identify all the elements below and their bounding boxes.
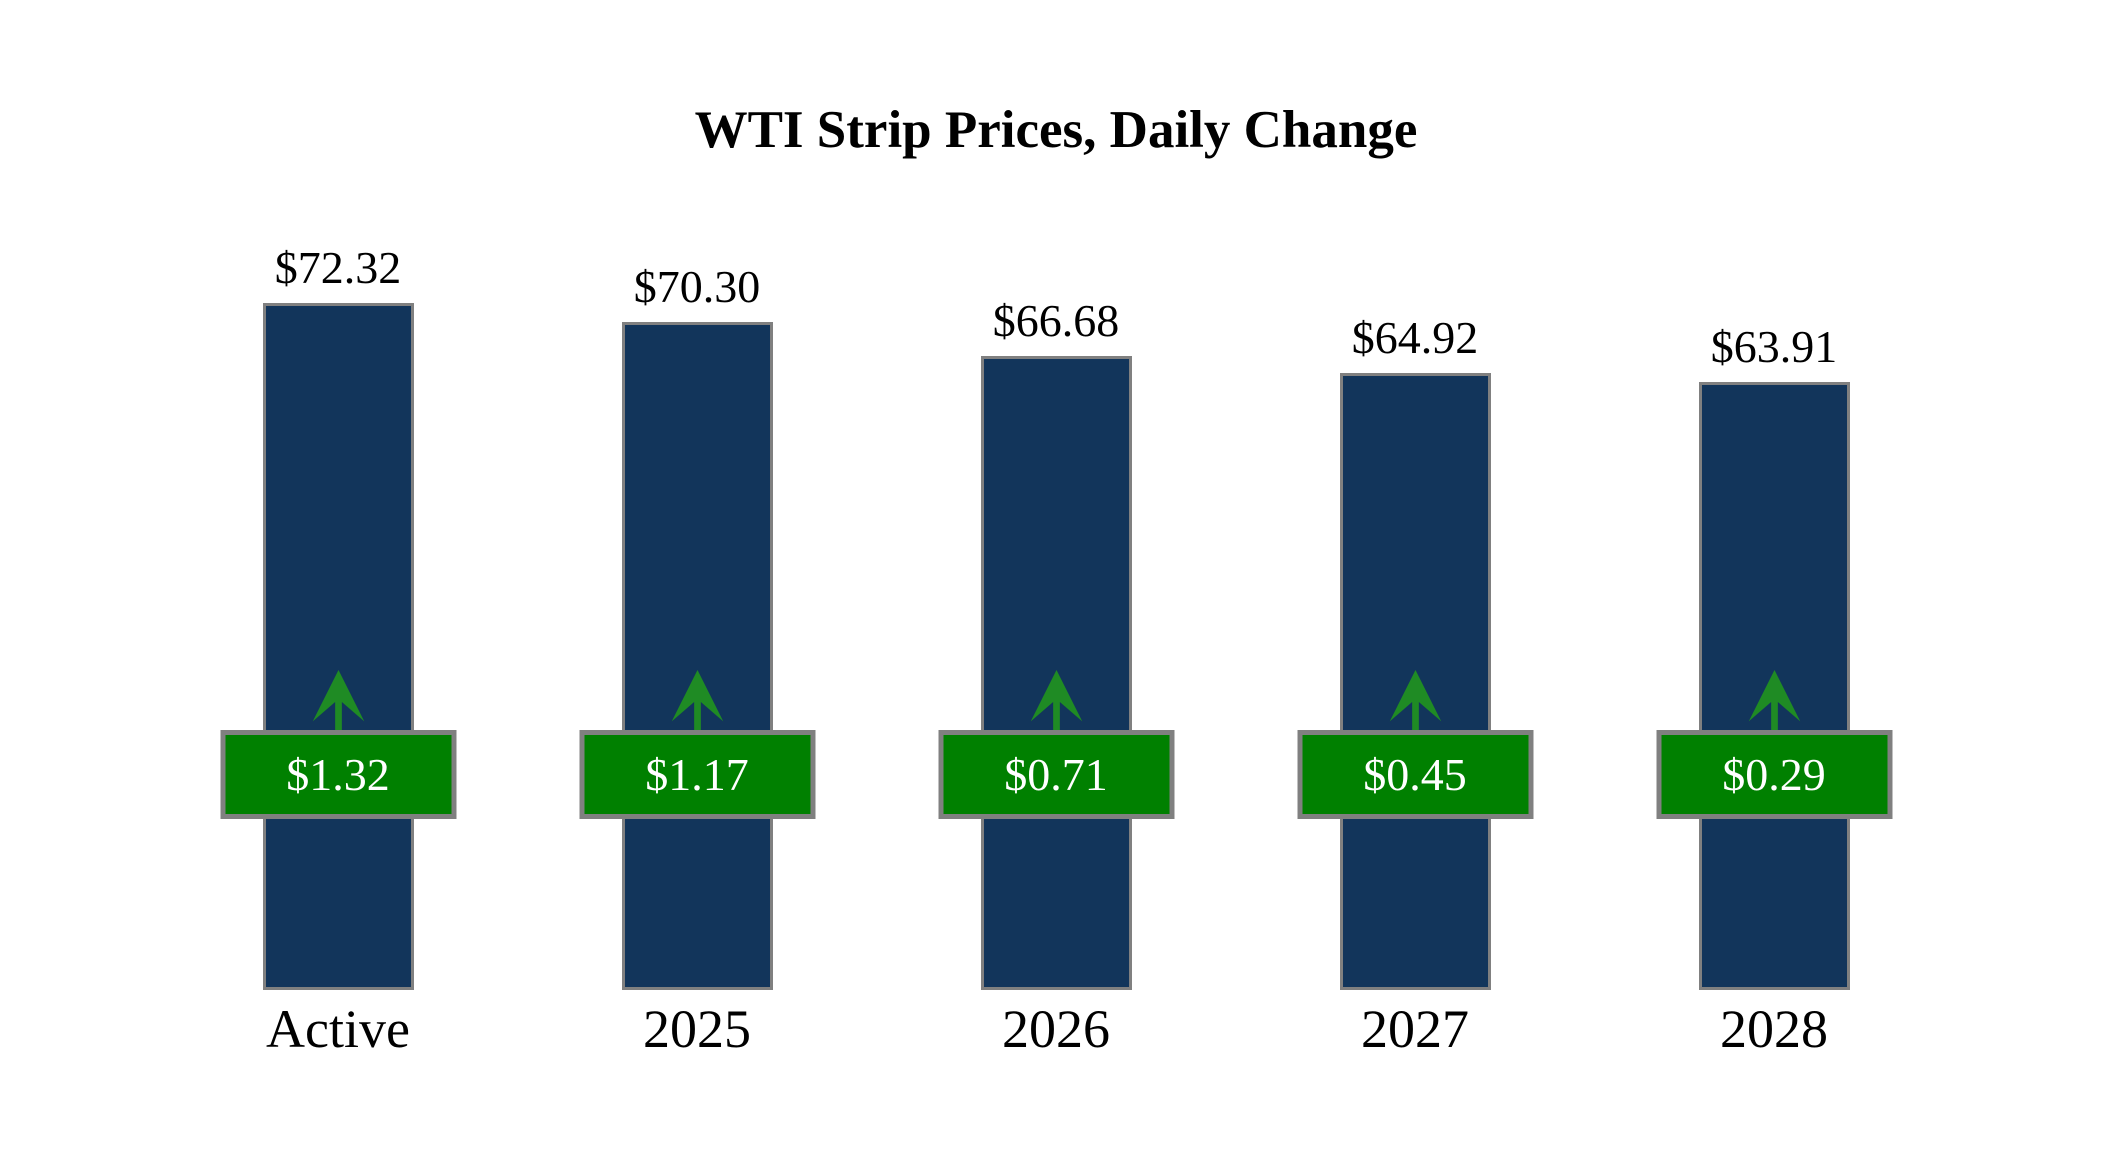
change-badge: $0.45 (1297, 730, 1533, 819)
bar-value-label: $66.68 (992, 295, 1120, 346)
bar-value-label: $72.32 (274, 242, 402, 293)
category-label: Active (266, 999, 410, 1059)
bars-area: $72.32 $1.32 Active $70.30 $1.17 2025 $6… (159, 0, 1954, 1152)
change-badge: $0.71 (938, 730, 1174, 819)
category-label: 2026 (1002, 999, 1110, 1059)
bar-value-label: $64.92 (1351, 312, 1479, 363)
bar-column: $66.68 $0.71 2026 (877, 0, 1236, 1152)
change-badge: $1.17 (579, 730, 815, 819)
category-label: 2025 (643, 999, 751, 1059)
bar (621, 322, 773, 990)
change-value-label: $1.17 (645, 748, 749, 800)
up-arrow-icon (1748, 670, 1800, 730)
bar-column: $63.91 $0.29 2028 (1595, 0, 1954, 1152)
up-arrow-icon (312, 670, 364, 730)
bar-value-label: $70.30 (633, 261, 761, 312)
bar (262, 303, 414, 990)
category-label: 2028 (1720, 999, 1828, 1059)
bar-value-label: $63.91 (1710, 321, 1838, 372)
bar-column: $64.92 $0.45 2027 (1236, 0, 1595, 1152)
change-badge: $1.32 (220, 730, 456, 819)
up-arrow-icon (671, 670, 723, 730)
chart-title: WTI Strip Prices, Daily Change (694, 101, 1418, 159)
category-label: 2027 (1361, 999, 1469, 1059)
change-badge: $0.29 (1656, 730, 1892, 819)
change-value-label: $1.32 (286, 748, 390, 800)
bar-column: $72.32 $1.32 Active (159, 0, 518, 1152)
change-value-label: $0.45 (1363, 748, 1467, 800)
change-value-label: $0.29 (1722, 748, 1826, 800)
bar-column: $70.30 $1.17 2025 (518, 0, 877, 1152)
change-value-label: $0.71 (1004, 748, 1108, 800)
up-arrow-icon (1389, 670, 1441, 730)
up-arrow-icon (1030, 670, 1082, 730)
